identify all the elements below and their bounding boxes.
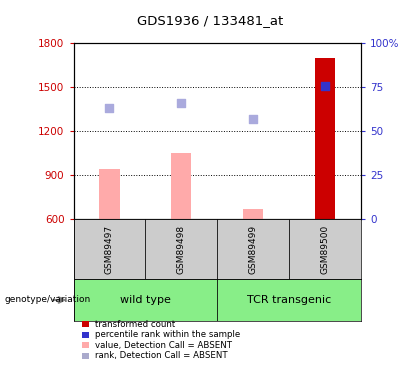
Text: GSM89498: GSM89498: [177, 225, 186, 274]
Bar: [74, 279, 218, 321]
Point: [178, 100, 185, 106]
Text: percentile rank within the sample: percentile rank within the sample: [95, 330, 240, 339]
Bar: [218, 219, 289, 279]
Text: GSM89499: GSM89499: [249, 225, 258, 274]
Point: [250, 116, 257, 122]
Text: rank, Detection Call = ABSENT: rank, Detection Call = ABSENT: [95, 351, 228, 360]
Bar: [218, 279, 361, 321]
Bar: [171, 153, 192, 219]
Text: genotype/variation: genotype/variation: [4, 296, 90, 304]
Point: [322, 84, 328, 90]
Text: wild type: wild type: [120, 295, 171, 305]
Bar: [74, 219, 145, 279]
Bar: [315, 58, 335, 219]
Text: transformed count: transformed count: [95, 320, 175, 329]
Text: value, Detection Call = ABSENT: value, Detection Call = ABSENT: [95, 341, 232, 350]
Bar: [100, 170, 120, 219]
Text: GDS1936 / 133481_at: GDS1936 / 133481_at: [137, 14, 283, 27]
Bar: [289, 219, 361, 279]
Point: [106, 105, 113, 111]
Bar: [145, 219, 218, 279]
Text: GSM89497: GSM89497: [105, 225, 114, 274]
Bar: [243, 209, 263, 219]
Text: TCR transgenic: TCR transgenic: [247, 295, 331, 305]
Text: GSM89500: GSM89500: [321, 225, 330, 274]
